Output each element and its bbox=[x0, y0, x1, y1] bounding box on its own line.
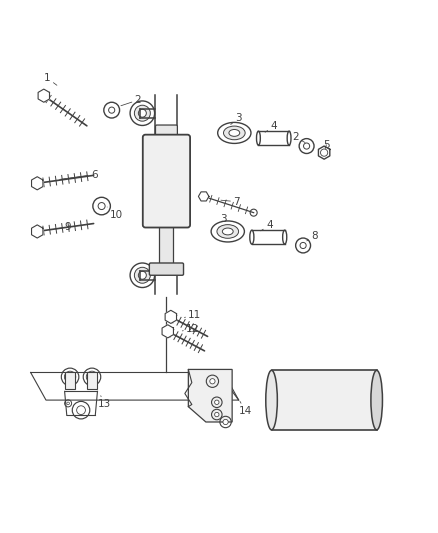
Ellipse shape bbox=[217, 224, 239, 238]
Ellipse shape bbox=[86, 371, 98, 383]
Ellipse shape bbox=[223, 228, 233, 235]
Ellipse shape bbox=[138, 109, 146, 117]
Ellipse shape bbox=[257, 131, 260, 145]
Ellipse shape bbox=[67, 374, 73, 379]
Text: 12: 12 bbox=[182, 324, 199, 334]
Ellipse shape bbox=[138, 271, 146, 279]
Text: 4: 4 bbox=[261, 220, 273, 231]
Ellipse shape bbox=[89, 374, 95, 379]
Ellipse shape bbox=[64, 371, 76, 383]
Circle shape bbox=[300, 243, 306, 248]
Bar bbox=[87, 372, 97, 389]
Text: 4: 4 bbox=[265, 122, 277, 132]
Text: 9: 9 bbox=[55, 222, 71, 232]
Polygon shape bbox=[38, 89, 49, 102]
Text: 14: 14 bbox=[239, 401, 252, 416]
Polygon shape bbox=[188, 369, 232, 422]
Circle shape bbox=[98, 203, 105, 209]
Text: 5: 5 bbox=[323, 140, 330, 150]
Ellipse shape bbox=[134, 105, 150, 121]
Circle shape bbox=[77, 406, 85, 415]
Polygon shape bbox=[32, 177, 43, 190]
Ellipse shape bbox=[229, 130, 240, 136]
Text: 10: 10 bbox=[107, 207, 123, 220]
FancyBboxPatch shape bbox=[155, 125, 177, 139]
Ellipse shape bbox=[266, 370, 277, 430]
Circle shape bbox=[250, 209, 257, 216]
Text: 3: 3 bbox=[231, 112, 242, 125]
Polygon shape bbox=[32, 225, 43, 238]
Ellipse shape bbox=[287, 131, 291, 145]
Polygon shape bbox=[318, 146, 330, 159]
Circle shape bbox=[304, 143, 310, 149]
Circle shape bbox=[67, 402, 69, 405]
Text: 8: 8 bbox=[307, 231, 318, 241]
Polygon shape bbox=[165, 310, 177, 324]
Text: 7: 7 bbox=[221, 197, 240, 207]
Text: 11: 11 bbox=[184, 310, 201, 320]
FancyBboxPatch shape bbox=[149, 263, 184, 275]
Circle shape bbox=[210, 378, 215, 384]
Text: 6: 6 bbox=[60, 169, 98, 180]
Text: 2: 2 bbox=[121, 95, 141, 106]
Bar bbox=[159, 225, 173, 264]
Ellipse shape bbox=[250, 230, 254, 244]
Text: 3: 3 bbox=[219, 214, 227, 227]
FancyBboxPatch shape bbox=[143, 135, 190, 228]
Text: 2: 2 bbox=[292, 132, 305, 142]
Circle shape bbox=[109, 107, 115, 113]
Circle shape bbox=[215, 413, 219, 417]
Circle shape bbox=[215, 400, 219, 405]
Ellipse shape bbox=[283, 230, 287, 244]
Circle shape bbox=[223, 419, 228, 425]
Polygon shape bbox=[198, 192, 209, 201]
Ellipse shape bbox=[371, 370, 382, 430]
Bar bbox=[272, 370, 377, 430]
Ellipse shape bbox=[134, 267, 150, 283]
Text: 13: 13 bbox=[98, 395, 111, 409]
Polygon shape bbox=[162, 325, 173, 338]
Ellipse shape bbox=[223, 126, 245, 140]
Text: 1: 1 bbox=[44, 73, 57, 85]
Bar bbox=[65, 372, 75, 389]
